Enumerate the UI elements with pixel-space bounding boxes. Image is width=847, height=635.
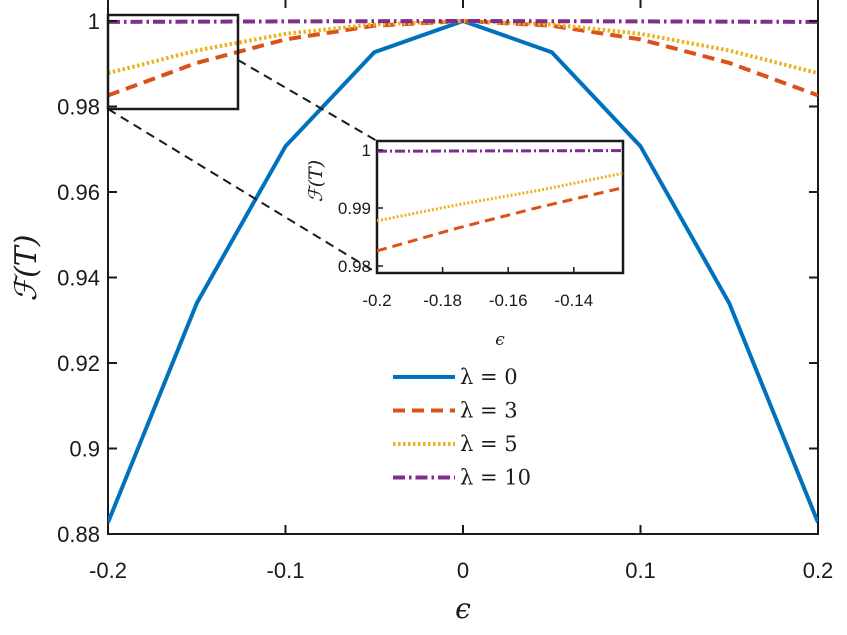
inset-x-axis-label: ϵ [495, 330, 505, 350]
inset-series-line-lambda-10 [377, 149, 623, 153]
x-axis-label: ϵ [455, 592, 471, 625]
x-tick-label: 0.2 [803, 558, 834, 583]
y-tick-label: 0.9 [69, 437, 100, 462]
inset-y-tick-label: 0.99 [338, 199, 371, 218]
y-tick-label: 0.94 [57, 266, 100, 291]
zoom-connector-bottom [107, 108, 378, 274]
x-tick-label: -0.2 [89, 558, 127, 583]
inset-series-line-lambda-5 [377, 171, 623, 223]
inset-x-tick-label: -0.2 [362, 291, 391, 310]
series-line-lambda-10 [108, 19, 818, 24]
y-tick-label: 0.92 [57, 351, 100, 376]
inset-x-tick-label: -0.18 [423, 291, 462, 310]
inset-x-tick-label: -0.14 [554, 291, 593, 310]
inset-y-axis-label: ℱ(T) [305, 160, 327, 202]
legend-label-lambda-10: λ = 10 [460, 466, 531, 490]
inset-y-tick-label: 1 [362, 141, 371, 160]
legend-label-lambda-5: λ = 5 [460, 432, 518, 456]
x-tick-label: 0.1 [625, 558, 656, 583]
y-tick-label: 0.88 [57, 522, 100, 547]
inset-y-tick-label: 0.98 [338, 257, 371, 276]
y-axis-label: ℱ(T) [9, 234, 44, 301]
inset-x-tick-label: -0.16 [489, 291, 528, 310]
inset-series-line-lambda-3 [377, 186, 623, 253]
zoom-region-box [106, 13, 240, 111]
legend-label-lambda-0: λ = 0 [460, 365, 518, 389]
legend: λ = 0 λ = 3 λ = 5 λ = 10 [393, 365, 531, 490]
y-tick-label: 1 [88, 9, 100, 34]
inset-plot-area [375, 139, 625, 275]
legend-label-lambda-3: λ = 3 [460, 399, 518, 423]
series-line-lambda-5 [108, 19, 818, 76]
y-tick-label: 0.96 [57, 180, 100, 205]
zoom-connector-top [237, 59, 378, 142]
x-tick-label: -0.1 [267, 558, 305, 583]
x-tick-label: 0 [457, 558, 469, 583]
y-tick-label: 0.98 [57, 95, 100, 120]
